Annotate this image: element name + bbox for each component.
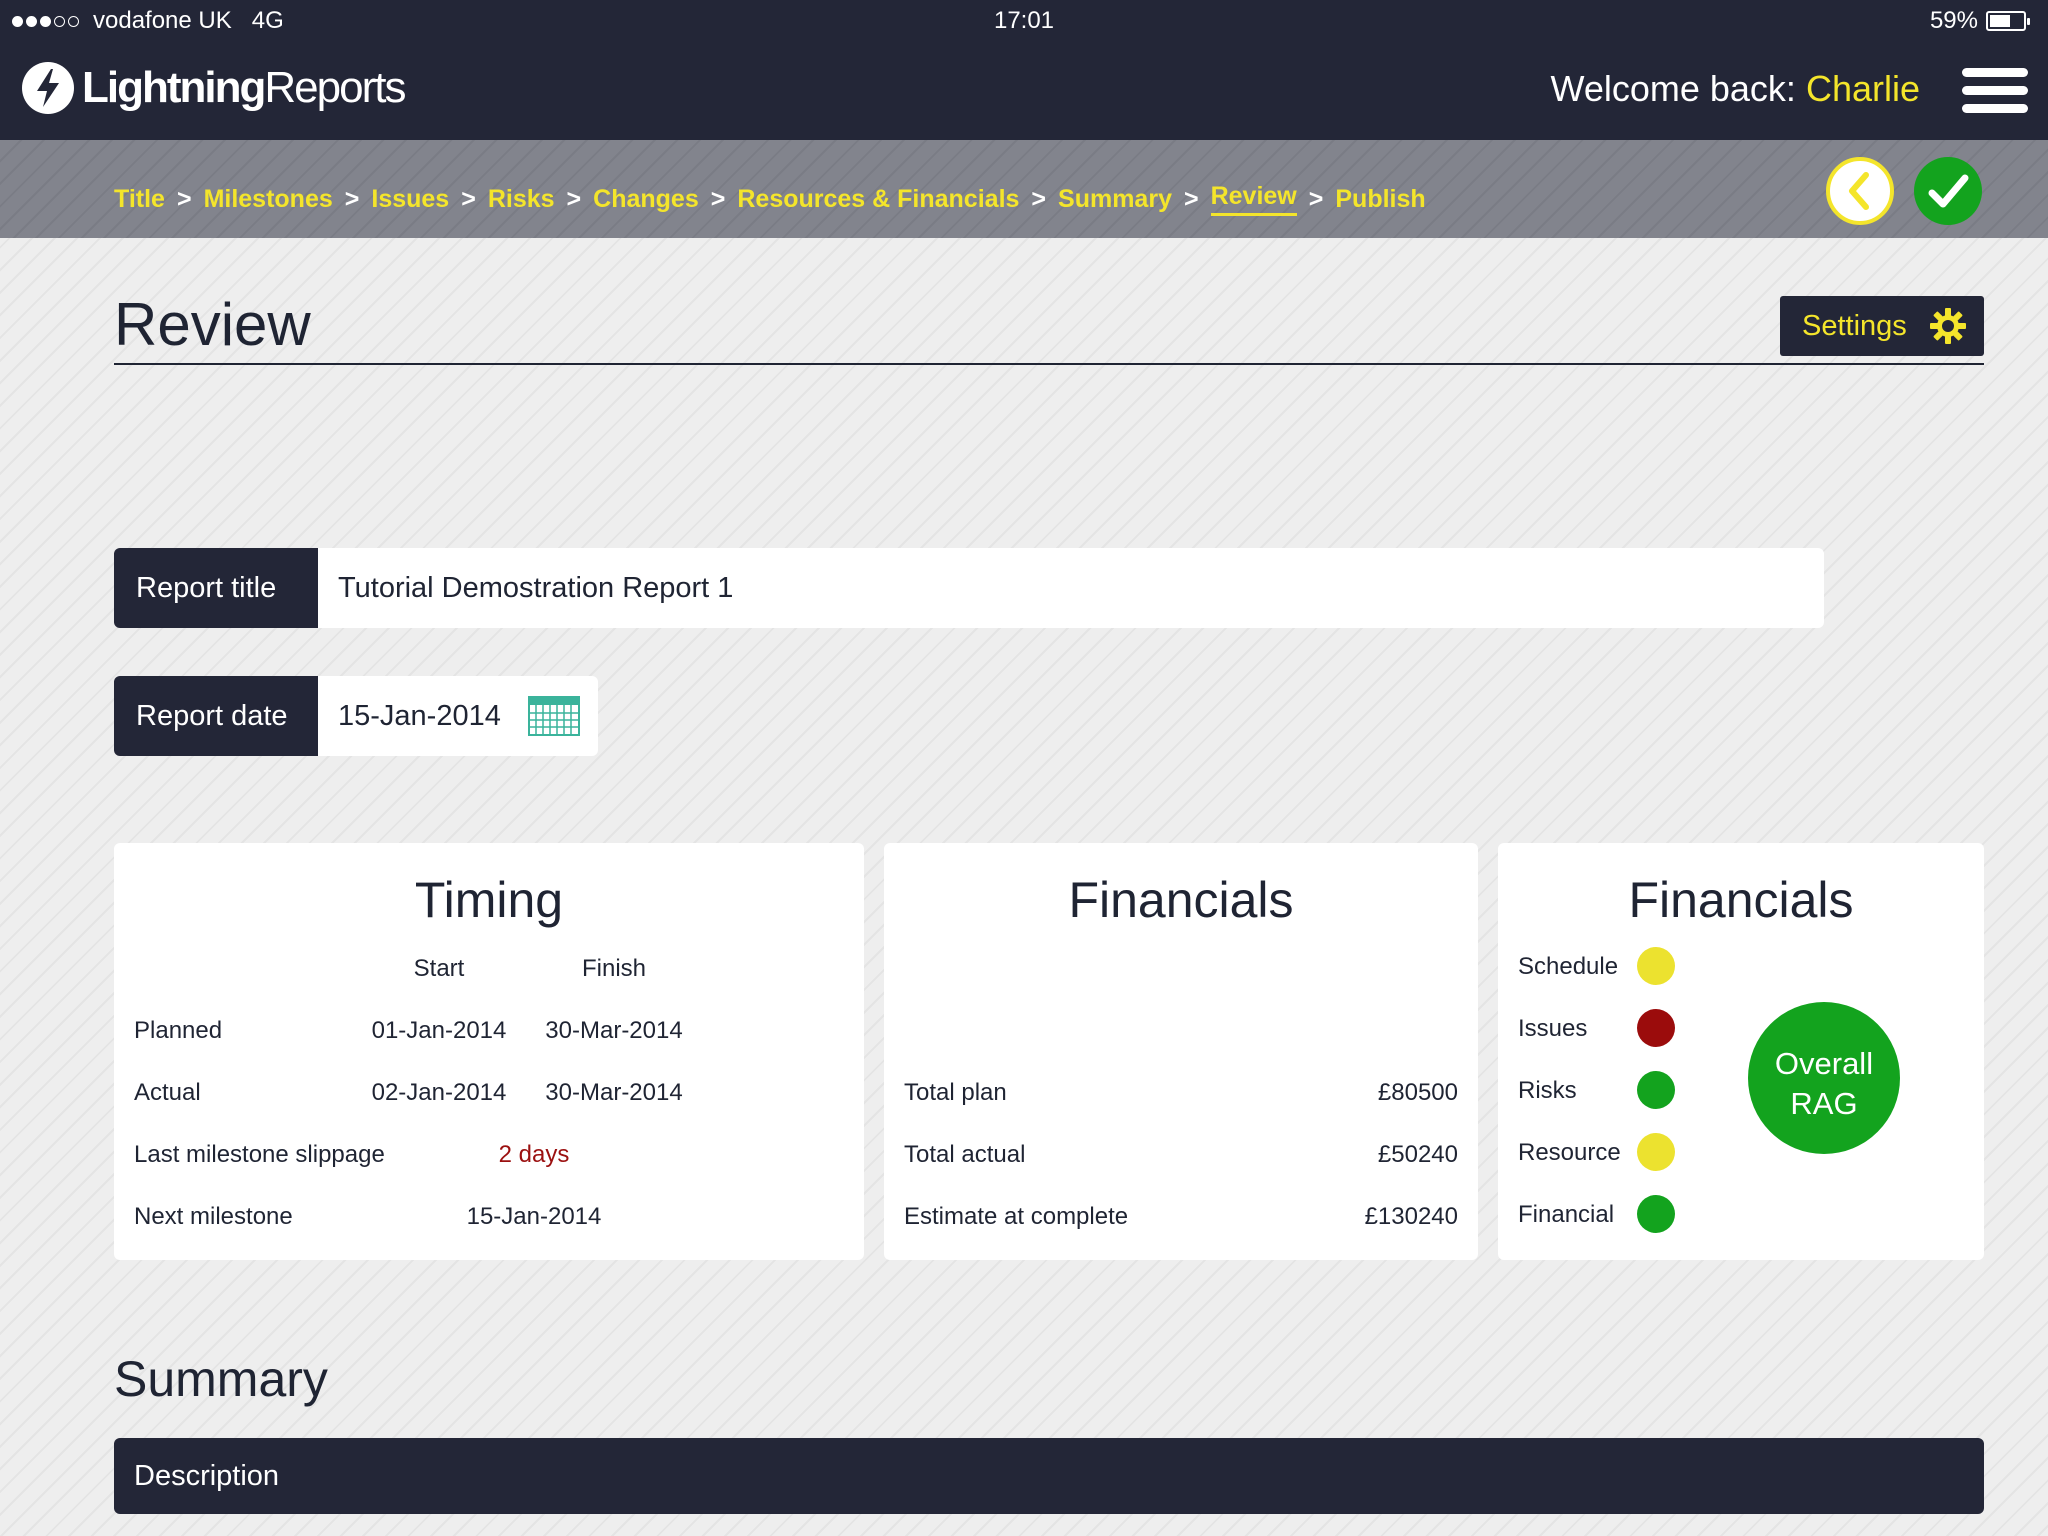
overall-rag-line2: RAG xyxy=(1790,1086,1858,1121)
breadcrumb-bar: Title > Milestones > Issues > Risks > Ch… xyxy=(0,140,2048,238)
timing-card: Timing Start Finish Planned 01-Jan-2014 … xyxy=(114,843,864,1260)
rag-issues-label: Issues xyxy=(1518,1015,1588,1042)
report-title-field[interactable]: Tutorial Demostration Report 1 xyxy=(318,548,1824,628)
report-date-label: Report date xyxy=(114,676,318,756)
planned-finish: 30-Mar-2014 xyxy=(545,1017,683,1044)
breadcrumb-risks[interactable]: Risks xyxy=(487,184,555,213)
breadcrumb-separator: > xyxy=(1031,184,1047,213)
financials-card: Financials Total plan £80500 Total actua… xyxy=(884,843,1478,1260)
rag-risks-status xyxy=(1637,1071,1675,1109)
planned-start: 01-Jan-2014 xyxy=(371,1017,507,1044)
rag-schedule-label: Schedule xyxy=(1518,953,1619,980)
rag-financial-label: Financial xyxy=(1518,1201,1615,1228)
actual-label: Actual xyxy=(134,1079,201,1106)
network-type: 4G xyxy=(251,7,284,34)
settings-button[interactable]: Settings xyxy=(1780,296,1984,356)
breadcrumb-title[interactable]: Title xyxy=(114,184,165,213)
menu-icon[interactable] xyxy=(1962,68,2028,124)
eac-value: £130240 xyxy=(1364,1203,1458,1230)
battery-icon xyxy=(1986,11,2030,31)
welcome-prefix: Welcome back: xyxy=(1550,68,1796,109)
chevron-left-icon xyxy=(1849,172,1869,210)
carrier-info: vodafone UK 4G xyxy=(12,7,284,35)
page-title: Review xyxy=(114,291,311,358)
report-date-field[interactable]: 15-Jan-2014 xyxy=(318,676,598,756)
rag-financial-status xyxy=(1637,1195,1675,1233)
app-header: vodafone UK 4G 17:01 59% LightningReport… xyxy=(0,0,2048,140)
battery-percent: 59% xyxy=(1929,7,1978,34)
description-section-header[interactable]: Description xyxy=(114,1438,1984,1514)
next-milestone-value: 15-Jan-2014 xyxy=(466,1203,602,1230)
calendar-icon[interactable] xyxy=(528,696,580,736)
actual-finish: 30-Mar-2014 xyxy=(545,1079,683,1106)
col-start-header: Start xyxy=(413,955,465,982)
actual-start: 02-Jan-2014 xyxy=(371,1079,507,1106)
breadcrumb: Title > Milestones > Issues > Risks > Ch… xyxy=(114,182,1426,216)
breadcrumb-issues[interactable]: Issues xyxy=(371,184,450,213)
rag-resource-label: Resource xyxy=(1518,1139,1621,1166)
description-label: Description xyxy=(134,1459,280,1492)
total-actual-value: £50240 xyxy=(1377,1141,1458,1168)
breadcrumb-separator: > xyxy=(461,184,476,213)
battery-indicator: 59% xyxy=(1929,7,2030,35)
rag-heading: Financials xyxy=(1628,872,1854,928)
report-date-row: Report date 15-Jan-2014 xyxy=(114,676,598,756)
next-milestone-label: Next milestone xyxy=(134,1203,293,1230)
status-bar: vodafone UK 4G 17:01 59% xyxy=(0,0,2048,42)
gear-icon xyxy=(1930,308,1966,344)
breadcrumb-separator: > xyxy=(566,184,582,213)
rag-issues-status xyxy=(1637,1009,1675,1047)
status-time: 17:01 xyxy=(993,7,1055,34)
lightning-bolt-icon xyxy=(22,62,74,114)
breadcrumb-separator: > xyxy=(344,184,360,213)
financials-heading: Financials xyxy=(1068,872,1294,928)
breadcrumb-separator: > xyxy=(710,184,726,213)
report-date-value: 15-Jan-2014 xyxy=(338,699,501,732)
signal-icon xyxy=(12,15,79,27)
rag-card: Financials Schedule Issues Risks Resourc… xyxy=(1498,843,1984,1260)
back-button[interactable] xyxy=(1826,157,1894,225)
slippage-label: Last milestone slippage xyxy=(134,1141,385,1168)
col-finish-header: Finish xyxy=(581,955,647,982)
breadcrumb-milestones[interactable]: Milestones xyxy=(203,184,333,213)
summary-heading: Summary xyxy=(114,1351,328,1407)
checkmark-icon xyxy=(1928,174,1969,208)
breadcrumb-separator: > xyxy=(176,184,192,213)
complete-button[interactable] xyxy=(1914,157,1982,225)
title-divider xyxy=(114,363,1984,365)
breadcrumb-separator: > xyxy=(1183,184,1199,213)
user-name: Charlie xyxy=(1805,68,1920,109)
carrier-name: vodafone UK xyxy=(93,7,232,34)
app-logo[interactable]: LightningReports xyxy=(22,62,406,114)
overall-rag-line1: Overall xyxy=(1774,1046,1874,1081)
settings-label: Settings xyxy=(1802,309,1907,342)
breadcrumb-resources-financials[interactable]: Resources & Financials xyxy=(737,184,1020,213)
logo-wordmark: LightningReports xyxy=(82,63,406,112)
eac-label: Estimate at complete xyxy=(904,1203,1129,1230)
rag-schedule-status xyxy=(1637,947,1675,985)
breadcrumb-publish[interactable]: Publish xyxy=(1335,184,1426,213)
total-actual-label: Total actual xyxy=(904,1141,1026,1168)
report-title-row: Report title Tutorial Demostration Repor… xyxy=(114,548,1824,628)
welcome-message: Welcome back: Charlie xyxy=(1551,68,1921,110)
planned-label: Planned xyxy=(134,1017,223,1044)
rag-risks-label: Risks xyxy=(1518,1077,1577,1104)
breadcrumb-review[interactable]: Review xyxy=(1210,182,1297,216)
breadcrumb-summary[interactable]: Summary xyxy=(1058,184,1172,213)
timing-heading: Timing xyxy=(414,872,564,928)
breadcrumb-changes[interactable]: Changes xyxy=(593,184,699,213)
report-title-label: Report title xyxy=(114,548,318,628)
slippage-value: 2 days xyxy=(498,1141,570,1168)
overall-rag-badge: Overall RAG xyxy=(1748,1002,1900,1154)
rag-resource-status xyxy=(1637,1133,1675,1171)
total-plan-label: Total plan xyxy=(904,1079,1007,1106)
total-plan-value: £80500 xyxy=(1377,1079,1458,1106)
breadcrumb-separator: > xyxy=(1308,184,1324,213)
